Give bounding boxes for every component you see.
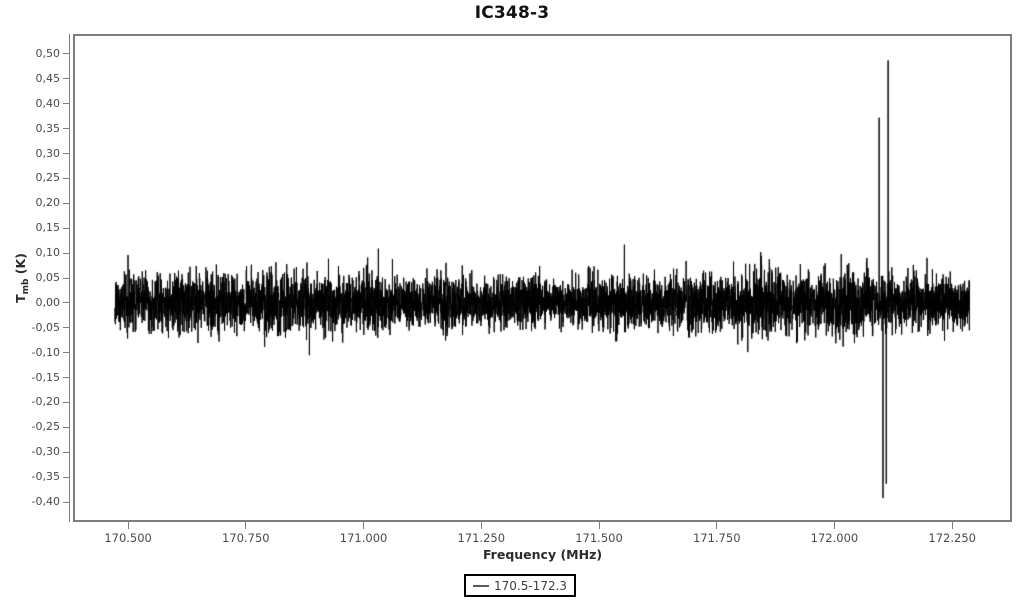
y-tick-label: -0,15 <box>31 370 60 384</box>
x-tick-label: 171.250 <box>457 531 506 545</box>
y-tick-label: 0,15 <box>35 221 61 235</box>
x-axis-tick <box>833 522 835 529</box>
y-tick-label: 0,05 <box>35 271 61 284</box>
legend-line-icon <box>473 584 489 587</box>
x-tick-label: 171.750 <box>692 531 741 545</box>
legend-box: 170.5-172.3 <box>464 574 577 597</box>
y-tick-label: 0,00 <box>35 295 61 309</box>
y-tick-label: 0,20 <box>35 196 61 210</box>
y-tick-label: 0,10 <box>35 246 61 260</box>
y-axis-line <box>69 34 70 522</box>
y-axis-tick <box>63 53 69 55</box>
y-axis-label-subscript: mb <box>21 278 31 295</box>
y-axis-tick <box>63 476 69 478</box>
x-tick-label: 172.250 <box>928 531 976 545</box>
x-tick-label: 172.000 <box>810 531 859 545</box>
chart-title: IC348-3 <box>474 3 550 23</box>
x-tick-label: 170.750 <box>222 531 270 545</box>
y-axis-tick <box>63 501 69 503</box>
y-axis-tick <box>63 426 69 428</box>
y-tick-label: -0,20 <box>31 395 60 409</box>
y-axis-tick <box>63 451 69 453</box>
y-tick-label: -0,05 <box>31 320 60 334</box>
legend-label: 170.5-172.3 <box>494 578 568 593</box>
y-tick-label: -0,10 <box>31 345 60 359</box>
y-axis-tick <box>63 327 69 329</box>
y-tick-label: 0,35 <box>35 121 61 135</box>
y-axis-label-unit: (K) <box>13 253 28 279</box>
y-tick-label: -0,30 <box>31 445 60 459</box>
y-axis-tick <box>63 78 69 80</box>
y-tick-label: -0,25 <box>31 420 60 434</box>
y-axis-tick <box>63 103 69 105</box>
y-axis-tick <box>63 401 69 403</box>
y-axis-tick <box>63 252 69 254</box>
x-axis-tick <box>245 522 247 529</box>
y-tick-label: 0,45 <box>35 71 61 85</box>
y-tick-label: -0,40 <box>31 495 60 509</box>
x-axis-tick <box>716 522 718 529</box>
x-axis-label: Frequency (MHz) <box>482 547 603 562</box>
spectrum-plot-canvas <box>73 34 1012 522</box>
x-axis-tick <box>127 522 129 529</box>
y-tick-label: 0,50 <box>35 46 61 60</box>
y-axis-tick <box>63 128 69 130</box>
x-tick-label: 170.500 <box>104 531 152 545</box>
x-axis-tick <box>951 522 953 529</box>
y-tick-label: 0,30 <box>35 146 61 160</box>
y-tick-label: 0,25 <box>35 171 61 185</box>
y-axis-tick <box>63 202 69 204</box>
y-axis-tick <box>63 352 69 354</box>
y-axis-tick <box>63 227 69 229</box>
x-axis-tick <box>363 522 365 529</box>
y-axis-tick <box>63 377 69 379</box>
x-tick-label: 171.000 <box>339 531 388 545</box>
y-axis-tick <box>63 153 69 154</box>
x-axis-tick <box>480 522 482 529</box>
y-tick-label: -0,35 <box>31 470 60 484</box>
y-axis-tick <box>63 302 69 304</box>
y-axis-label: Tmb (K) <box>13 253 31 303</box>
y-tick-label: 0,40 <box>35 96 61 110</box>
y-axis-tick <box>63 177 69 179</box>
y-axis-tick <box>63 277 69 279</box>
x-axis-tick <box>598 522 600 529</box>
x-tick-label: 171.500 <box>575 531 623 545</box>
y-axis-label-symbol: T <box>13 294 28 303</box>
